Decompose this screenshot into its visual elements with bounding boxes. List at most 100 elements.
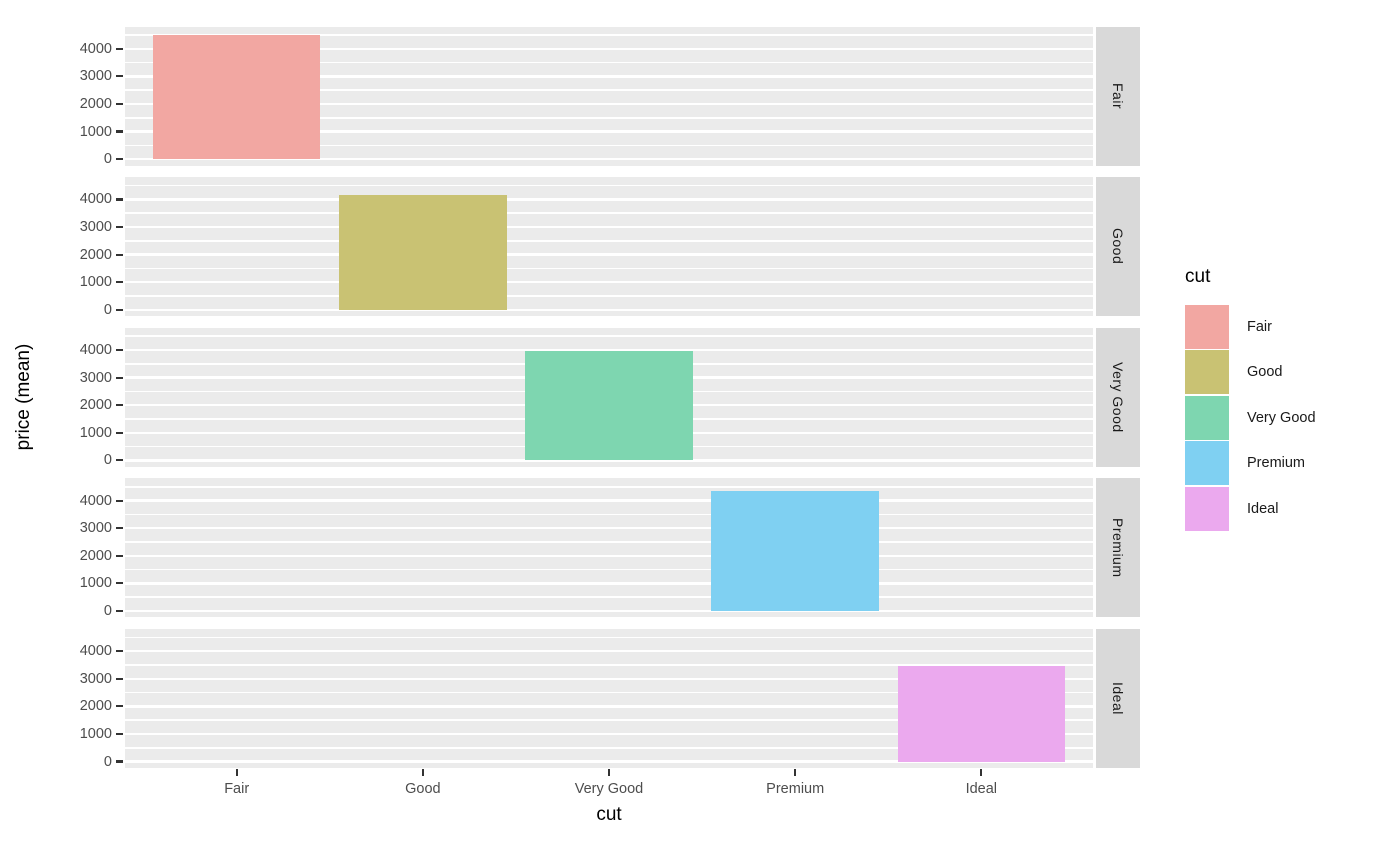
gridline (125, 636, 1093, 639)
facet-panel-good (125, 177, 1093, 317)
gridline (125, 144, 1093, 147)
bar-good (339, 195, 507, 310)
y-tick-mark (116, 102, 123, 106)
x-tick-mark (980, 768, 983, 776)
y-tick-label: 2000 (79, 246, 112, 263)
legend-title: cut (1185, 266, 1211, 287)
facet-strip-ideal: Ideal (1096, 628, 1140, 768)
bar-ideal (897, 665, 1066, 762)
gridline (125, 609, 1093, 613)
gridline (125, 527, 1093, 530)
gridline (125, 308, 1093, 311)
x-tick-label-good: Good (405, 781, 441, 797)
bar-very-good (525, 351, 693, 461)
y-tick-label: 3000 (79, 369, 112, 386)
gridline (125, 719, 1093, 721)
y-tick-label: 1000 (79, 424, 112, 441)
y-tick-mark (116, 376, 123, 379)
legend-label: Fair (1247, 318, 1272, 335)
x-tick-label-premium: Premium (766, 781, 825, 797)
x-tick-label-ideal: Ideal (965, 781, 998, 797)
y-tick-label: 1000 (79, 575, 112, 592)
y-tick-label: 0 (103, 151, 112, 168)
y-tick-mark (116, 499, 123, 502)
facet-strip-label: Good (1110, 228, 1126, 265)
y-tick-label: 4000 (79, 342, 112, 359)
gridline (125, 486, 1093, 488)
y-tick-label: 3000 (79, 219, 112, 235)
y-tick-label: 2000 (79, 397, 112, 414)
y-tick-label: 4000 (79, 191, 112, 208)
gridline (125, 691, 1093, 694)
gridline (125, 225, 1093, 229)
y-tick-label: 0 (103, 753, 112, 770)
bar-premium (711, 490, 879, 611)
y-tick-label: 1000 (79, 725, 112, 742)
legend-key-good (1185, 350, 1229, 394)
y-tick-mark (116, 431, 123, 434)
facet-panel-very-good (125, 327, 1093, 467)
gridline (125, 47, 1093, 51)
facet-panel-premium (125, 478, 1093, 618)
y-tick-label: 3000 (79, 520, 112, 537)
y-tick-label: 2000 (79, 96, 112, 112)
y-tick-mark (116, 253, 123, 256)
gridline (125, 554, 1093, 557)
legend-label: Premium (1247, 455, 1306, 471)
gridline (125, 158, 1093, 161)
facet-strip-very-good: Very Good (1096, 327, 1140, 467)
y-tick-mark (116, 47, 123, 50)
gridline (125, 650, 1093, 653)
gridline (125, 102, 1093, 106)
y-tick-label: 3000 (79, 68, 112, 85)
y-tick-label: 2000 (79, 547, 112, 564)
legend-label: Very Good (1247, 409, 1316, 426)
legend-key-very-good (1185, 395, 1229, 440)
y-tick-label: 0 (103, 602, 112, 619)
gridline (125, 281, 1093, 284)
gridline (125, 664, 1093, 666)
x-axis-title: cut (596, 804, 622, 825)
gridline (125, 198, 1093, 201)
x-tick-label-fair: Fair (224, 781, 250, 797)
gridline (125, 747, 1093, 749)
x-tick-label-very-good: Very Good (574, 781, 644, 797)
y-tick-mark (116, 677, 123, 680)
gridline (125, 89, 1093, 91)
facet-strip-premium: Premium (1096, 478, 1140, 618)
y-tick-label: 0 (103, 452, 112, 469)
y-tick-mark (116, 198, 123, 201)
gridline (125, 582, 1093, 585)
y-tick-mark (116, 348, 123, 352)
facet-strip-label: Premium (1110, 518, 1126, 578)
y-axis-title: price (mean) (13, 343, 34, 451)
x-tick-mark (235, 768, 238, 776)
facet-strip-fair: Fair (1096, 26, 1140, 166)
y-tick-mark (116, 459, 123, 462)
gridline (125, 240, 1093, 242)
gridline (125, 348, 1093, 352)
gridline (125, 75, 1093, 78)
y-tick-mark (116, 760, 123, 763)
y-tick-mark (116, 404, 123, 407)
y-tick-label: 4000 (79, 643, 112, 660)
facet-strip-good: Good (1096, 177, 1140, 317)
y-tick-mark (116, 527, 123, 530)
y-tick-label: 2000 (79, 698, 112, 715)
legend-key-fair (1185, 304, 1229, 349)
gridline (125, 295, 1093, 297)
gridline (125, 705, 1093, 708)
gridline (125, 267, 1093, 270)
y-tick-mark (116, 225, 123, 229)
y-tick-mark (116, 75, 123, 78)
facet-strip-label: Fair (1110, 82, 1126, 110)
y-tick-label: 3000 (79, 670, 112, 687)
gridline (125, 499, 1093, 502)
y-tick-mark (116, 130, 123, 133)
x-tick-mark (421, 768, 424, 776)
y-tick-mark (116, 308, 123, 311)
bar-fair (152, 35, 321, 160)
x-tick-mark (607, 768, 611, 776)
gridline (125, 212, 1093, 214)
